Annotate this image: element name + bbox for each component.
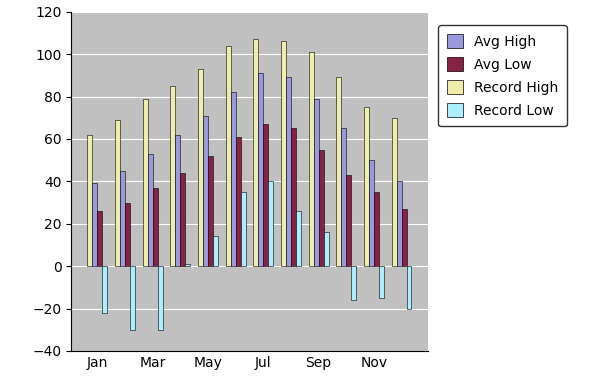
Bar [268,181,273,266]
Bar [309,52,314,266]
Bar [369,160,374,266]
Bar [314,99,318,266]
Bar [115,120,120,266]
Bar [125,202,130,266]
Bar [402,209,406,266]
Bar [93,183,97,266]
Bar [263,124,268,266]
Bar [230,92,236,266]
Bar [236,137,241,266]
Bar [351,266,356,300]
Bar [226,46,230,266]
Bar [318,149,324,266]
Bar [241,192,245,266]
Bar [130,266,135,330]
Bar [148,154,153,266]
Bar [203,115,208,266]
Bar [170,86,175,266]
Legend: Avg High, Avg Low, Record High, Record Low: Avg High, Avg Low, Record High, Record L… [438,25,567,126]
Bar [175,135,181,266]
Bar [198,69,203,266]
Bar [296,211,301,266]
Bar [324,232,328,266]
Bar [391,118,397,266]
Bar [185,264,190,266]
Bar [97,211,102,266]
Bar [379,266,384,298]
Bar [208,156,213,266]
Bar [281,41,286,266]
Bar [258,73,263,266]
Bar [364,107,369,266]
Bar [143,99,148,266]
Bar [157,266,163,330]
Bar [374,192,379,266]
Bar [406,266,412,308]
Bar [120,171,125,266]
Bar [397,181,402,266]
Bar [346,175,351,266]
Bar [181,173,185,266]
Bar [102,266,108,313]
Bar [336,78,342,266]
Bar [286,78,291,266]
Bar [291,128,296,266]
Bar [153,188,157,266]
Bar [342,128,346,266]
Bar [213,236,218,266]
Bar [254,39,258,266]
Bar [87,135,93,266]
